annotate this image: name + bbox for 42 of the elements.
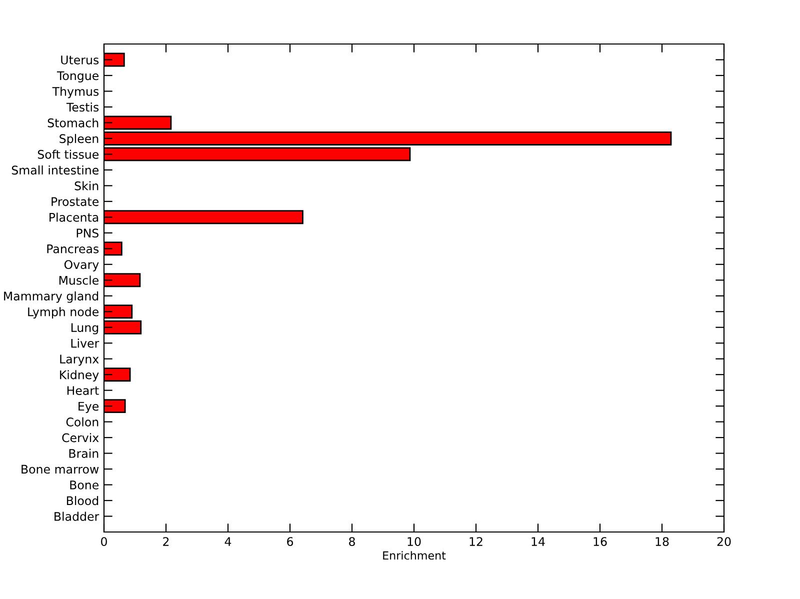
y-tick-label: Spleen <box>60 134 98 146</box>
y-tick-label: Bladder <box>54 512 100 521</box>
y-tick-label: Testis <box>66 102 99 112</box>
y-tick-label: Prostate <box>52 197 99 206</box>
x-tick-label: 10 <box>408 537 421 546</box>
y-tick-label: Heart <box>67 386 99 395</box>
y-tick-label: Ovary <box>64 260 99 272</box>
y-tick-label: Soft tissue <box>38 150 99 159</box>
y-tick-label: Mammary gland <box>4 291 98 303</box>
y-tick-label: Larynx <box>60 354 99 366</box>
y-tick-label: Skin <box>74 181 98 190</box>
y-tick-label: Placenta <box>50 212 98 222</box>
y-tick-label: Blood <box>66 496 98 506</box>
y-tick-label: Muscle <box>59 276 99 285</box>
y-tick-label: Stomach <box>48 118 98 128</box>
y-tick-label: Bone <box>70 480 99 490</box>
y-tick-label: Bone marrow <box>22 464 99 474</box>
x-tick-label: 14 <box>532 537 545 546</box>
y-tick-label: Eye <box>78 402 99 414</box>
y-tick-label: PNS <box>76 228 98 238</box>
y-tick-label: Lymph node <box>28 307 99 319</box>
x-axis-title: Enrichment <box>383 551 446 560</box>
x-tick-label: 8 <box>349 537 355 546</box>
x-tick-label: 16 <box>594 537 607 546</box>
x-tick-label: 2 <box>163 537 169 546</box>
y-tick-label: Colon <box>66 417 98 426</box>
y-tick-label: Thymus <box>52 86 99 98</box>
x-tick-label: 18 <box>656 537 669 546</box>
x-tick-label: 6 <box>287 537 294 546</box>
y-tick-label: Small intestine <box>12 165 99 175</box>
y-tick-label: Liver <box>71 338 100 348</box>
y-tick-label: Cervix <box>62 433 99 442</box>
y-tick-label: Uterus <box>61 56 99 64</box>
x-tick-label: 4 <box>224 537 232 546</box>
y-tick-label: Brain <box>69 448 98 458</box>
y-tick-label: Lung <box>71 323 98 334</box>
x-tick-label: 20 <box>717 537 731 546</box>
y-tick-label: Kidney <box>60 370 99 382</box>
y-tick-label: Pancreas <box>47 244 99 254</box>
x-tick-label: 0 <box>101 537 107 546</box>
y-tick-label: Tongue <box>56 71 99 82</box>
x-tick-label: 12 <box>470 537 482 546</box>
